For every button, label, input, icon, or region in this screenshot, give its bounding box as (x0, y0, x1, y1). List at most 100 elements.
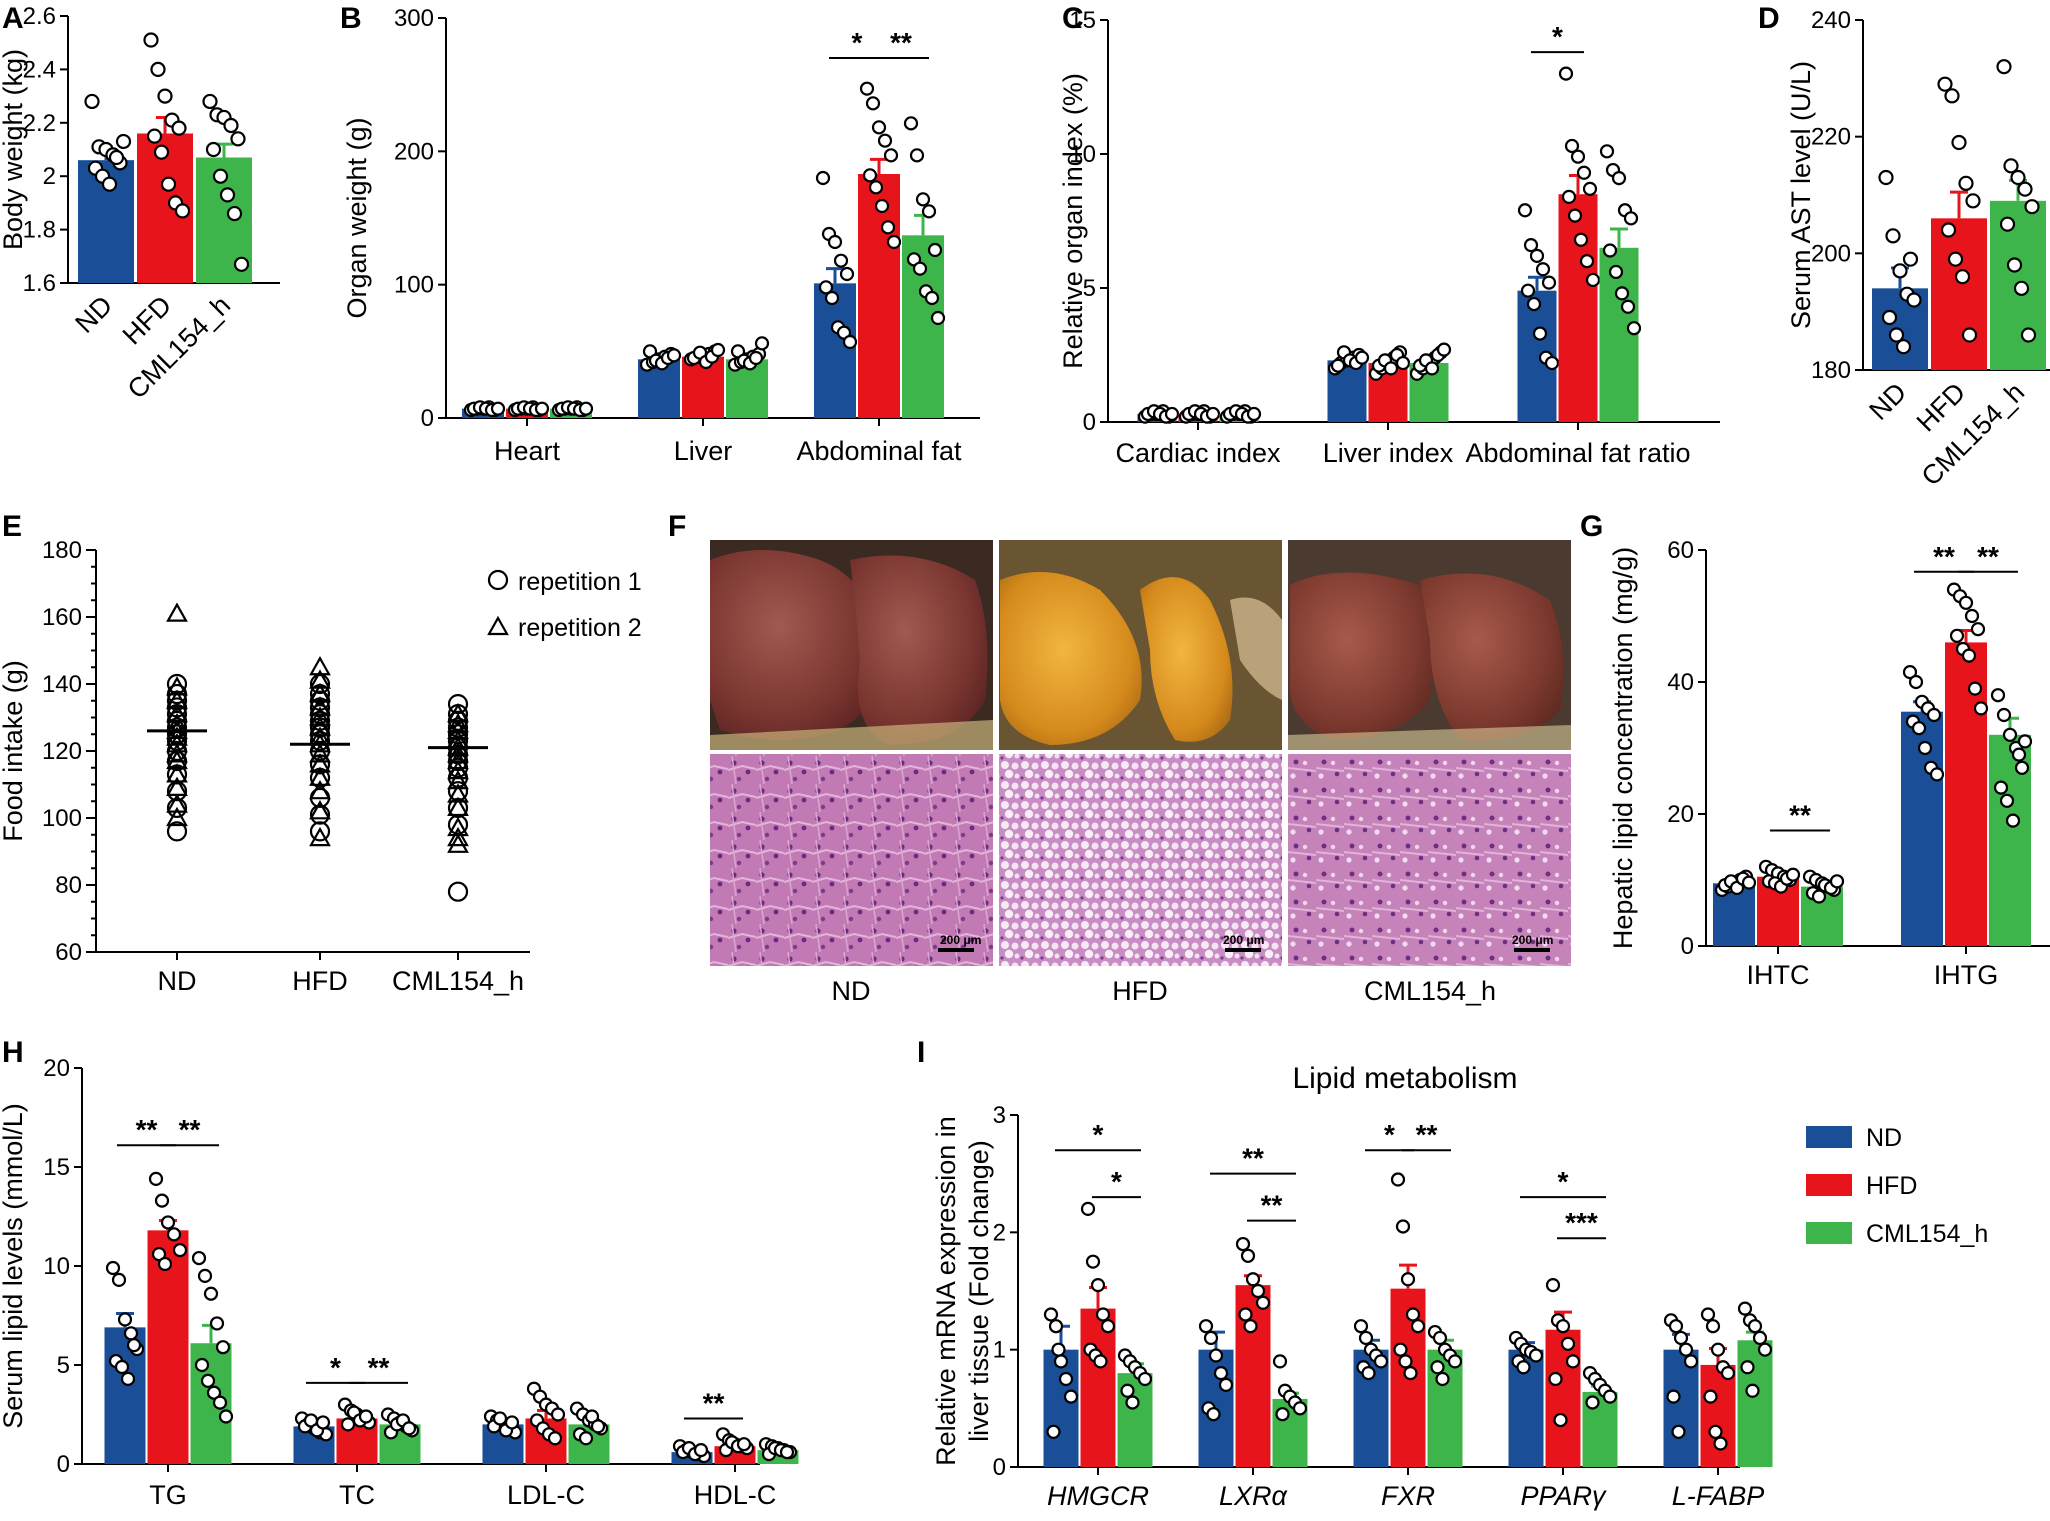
data-point (1990, 688, 2006, 703)
legend-label: repetition 1 (518, 568, 642, 596)
data-point (219, 187, 236, 203)
data-point (315, 1415, 331, 1430)
y-tick-label: 240 (1811, 7, 1851, 34)
x-tick-label: TG (149, 1480, 187, 1510)
data-point (1523, 238, 1539, 253)
data-point (205, 141, 222, 158)
data-point (2011, 747, 2027, 762)
data-point-rep2 (166, 763, 188, 783)
bar (1931, 218, 1987, 370)
histology-cml (1288, 754, 1571, 966)
data-point-rep2 (309, 682, 331, 703)
data-point (1208, 1348, 1224, 1363)
data-point (1668, 1319, 1684, 1334)
legend-swatch (1806, 1174, 1852, 1196)
y-axis-label: Food intake (g) (0, 660, 28, 842)
data-point (171, 120, 187, 136)
data-point (2006, 257, 2023, 273)
y-tick-label: 15 (1069, 7, 1096, 34)
y-tick-label: 1.8 (23, 217, 56, 244)
x-tick-label: HMGCR (1047, 1481, 1149, 1511)
data-point (1700, 1307, 1716, 1322)
bar (1080, 1308, 1116, 1467)
data-point (492, 1411, 508, 1426)
data-point (146, 128, 163, 144)
data-point (903, 116, 919, 131)
y-tick-label: 15 (43, 1154, 70, 1181)
data-point-rep2 (309, 743, 331, 763)
data-point (1354, 350, 1370, 365)
data-point-rep2 (166, 602, 188, 622)
data-point (117, 1312, 133, 1327)
x-tick-label: HDL-C (694, 1480, 777, 1510)
data-point (1740, 1360, 1755, 1375)
significance-label: *** (1565, 1207, 1598, 1238)
data-point (754, 336, 770, 351)
y-axis-label: Relative organ index (%) (1058, 73, 1088, 369)
data-point (1436, 342, 1452, 357)
panel-f-label-nd: ND (832, 976, 871, 1006)
x-tick-label: FXR (1381, 1481, 1435, 1511)
data-point (880, 220, 896, 235)
y-tick-label: 40 (1667, 669, 1694, 696)
data-point (1906, 292, 1922, 308)
significance-label: ** (1977, 541, 1999, 572)
data-point (114, 1359, 130, 1375)
data-point-rep2 (166, 689, 188, 709)
data-point (1393, 1342, 1408, 1357)
chart-i-mrna-expression: 0 1 2 3 Lipid metabolism Relative mRNA expres… (931, 1062, 1988, 1511)
data-point (2002, 727, 2018, 742)
data-point (490, 401, 506, 416)
y-tick-label: 10 (1069, 141, 1096, 168)
bar (814, 283, 856, 418)
data-point (212, 168, 229, 184)
data-point (693, 1443, 709, 1458)
data-point (868, 180, 884, 195)
data-point (1517, 203, 1533, 218)
significance-label: * (852, 27, 863, 58)
significance-label: ** (1242, 1143, 1264, 1174)
data-point (2003, 158, 2019, 174)
data-point (1561, 189, 1577, 204)
histology-hfd (999, 754, 1282, 966)
data-point (827, 234, 843, 250)
data-point (1944, 88, 1960, 104)
data-point (1053, 1354, 1069, 1369)
data-point (1398, 1354, 1413, 1369)
data-point (233, 256, 250, 272)
data-point (1063, 1389, 1079, 1404)
significance-label: * (1111, 1166, 1122, 1197)
data-point (1611, 171, 1627, 186)
chart-c-organ-index: 0 5 10 15 Relative organ index (%) Cardiac in… (1058, 7, 1720, 468)
data-point (666, 348, 682, 363)
y-tick-label: 160 (42, 604, 82, 631)
y-tick-label: 20 (43, 1055, 70, 1082)
data-point (839, 266, 855, 282)
data-point (1737, 1301, 1753, 1316)
data-point (1705, 1319, 1721, 1334)
data-point (1947, 251, 1964, 267)
data-point (877, 133, 893, 148)
data-point (1929, 767, 1945, 782)
x-tick-label: LXRα (1219, 1481, 1289, 1511)
data-point (160, 176, 177, 192)
panel-label-i: I (917, 1036, 925, 1069)
significance-label: * (330, 1352, 341, 1383)
x-tick-label: IHTC (1747, 960, 1810, 990)
data-point (736, 1437, 752, 1452)
data-point (1599, 144, 1615, 159)
data-point (174, 203, 191, 219)
data-point (1951, 134, 1967, 151)
data-point (202, 93, 218, 110)
scale-bar-label-nd: 200 μm (940, 933, 981, 947)
data-point (1937, 76, 1953, 92)
data-point (1555, 1319, 1571, 1334)
data-point (1608, 264, 1624, 280)
data-point-rep2 (447, 833, 469, 853)
data-point (84, 93, 100, 110)
data-point (1080, 1201, 1096, 1216)
data-point (1902, 251, 1919, 267)
y-axis-label: Body weight (kg) (0, 49, 28, 250)
panel-label-e: E (2, 510, 22, 543)
